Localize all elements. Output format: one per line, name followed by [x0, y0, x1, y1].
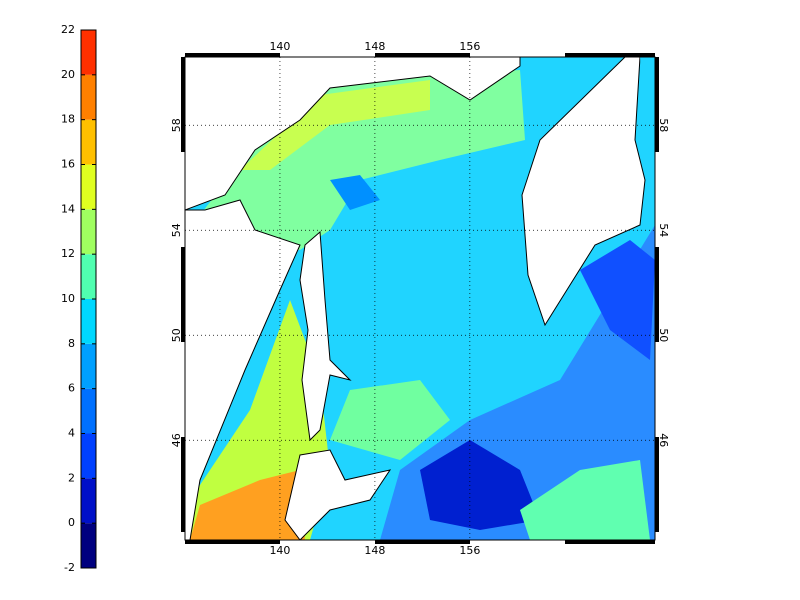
colorbar-tick-label: 4 [68, 427, 75, 440]
colorbar-tick-label: 10 [61, 292, 75, 305]
kuril-warm [330, 380, 450, 460]
lat-tick-label: 50 [170, 328, 183, 342]
colorbar-band [81, 478, 96, 524]
colorbar-band [81, 119, 96, 165]
land-kamchatka [521, 57, 646, 327]
lon-tick-label: 140 [269, 544, 290, 557]
colorbar-tick-label: 2 [68, 471, 75, 484]
colorbar-band [81, 523, 96, 568]
lat-tick-label: 46 [657, 433, 670, 447]
colorbar-band [81, 299, 96, 344]
lon-tick-label: 148 [364, 40, 385, 53]
lat-tick-label: 58 [170, 118, 183, 132]
south-warm [520, 460, 650, 540]
lat-tick-label: 46 [170, 433, 183, 447]
colorbar-tick-label: 16 [61, 158, 75, 171]
lat-tick-label: 58 [657, 118, 670, 132]
colorbar-tick-label: 22 [61, 23, 75, 36]
lon-tick-label: 148 [364, 544, 385, 557]
japan-sea-warm [190, 470, 305, 540]
land-north [185, 57, 521, 211]
cold-spot [330, 175, 380, 210]
land-hokkaido [284, 449, 392, 540]
colorbar-tick-label: 18 [61, 113, 75, 126]
colorbar-band [81, 433, 96, 479]
colorbar: -2 0 2 4 6 8 10 12 14 16 18 20 22 [61, 23, 97, 574]
colorbar-tick-label: 8 [68, 337, 75, 350]
colorbar-band [81, 30, 96, 75]
lat-tick-label: 54 [170, 223, 183, 237]
lon-tick-label: 140 [269, 40, 290, 53]
sst-field [185, 57, 655, 540]
colorbar-tick-label: 20 [61, 68, 75, 81]
colorbar-band [81, 209, 96, 255]
colorbar-tick-label: -2 [64, 561, 75, 574]
cold-eddy [420, 440, 540, 530]
colorbar-tick-label: 14 [61, 202, 75, 215]
warm-coast [240, 80, 430, 170]
colorbar-band [81, 74, 96, 120]
lon-tick-label: 156 [459, 40, 480, 53]
lat-tick-label: 50 [657, 328, 670, 342]
colorbar-band [81, 164, 96, 210]
cold-east [580, 240, 655, 360]
lon-tick-label: 156 [459, 544, 480, 557]
colorbar-tick-label: 12 [61, 247, 75, 260]
frame-bars [181, 53, 659, 544]
land-sakhalin [299, 230, 352, 442]
colorbar-tick-label: 0 [68, 516, 75, 529]
grid: 140 140 148 148 156 156 46 46 50 50 54 54 58 58 [170, 40, 670, 557]
colorbar-band [81, 254, 96, 299]
colorbar-tick-label: 6 [68, 382, 75, 395]
warm-north [200, 70, 525, 250]
lat-tick-label: 54 [657, 223, 670, 237]
colorbar-band [81, 343, 96, 389]
colorbar-band [81, 388, 96, 434]
bering-sea [640, 57, 655, 215]
